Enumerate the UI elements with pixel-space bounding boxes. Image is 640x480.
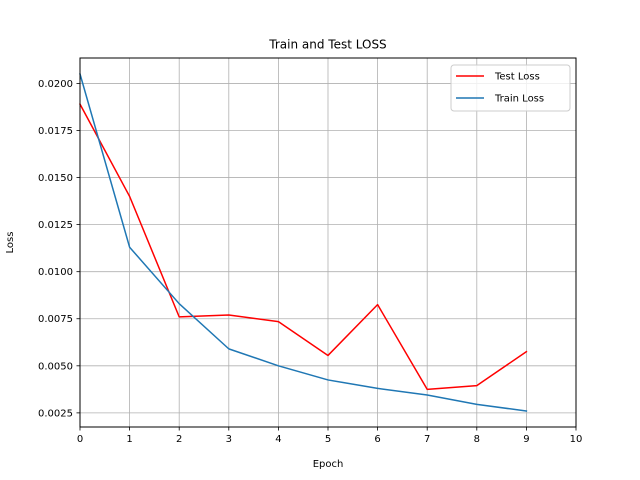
- chart-title: Train and Test LOSS: [268, 38, 386, 52]
- legend-label-train-loss: Train Loss: [494, 94, 544, 105]
- x-tick-label: 4: [275, 434, 281, 445]
- y-tick-label: 0.0075: [38, 314, 73, 325]
- x-tick-label: 3: [226, 434, 232, 445]
- series-line-train-loss: [79, 73, 528, 412]
- legend-label-test-loss: Test Loss: [494, 72, 540, 83]
- y-tick-label: 0.0150: [38, 173, 73, 184]
- x-tick-label: 1: [126, 434, 132, 445]
- x-tick-label: 2: [176, 434, 182, 445]
- x-axis: 0 1 2 3 4 5 6 7 8 9 10: [77, 427, 583, 445]
- x-tick-label: 6: [374, 434, 380, 445]
- series-line-test-loss: [78, 103, 528, 391]
- y-tick-label: 0.0100: [38, 267, 73, 278]
- y-tick-label: 0.0200: [38, 79, 73, 90]
- x-tick-label: 9: [523, 434, 529, 445]
- x-tick-label: 0: [77, 434, 83, 445]
- y-tick-label: 0.0175: [38, 126, 73, 137]
- y-axis-label: Loss: [5, 232, 16, 254]
- y-tick-label: 0.0025: [38, 408, 73, 419]
- y-axis: 0.0025 0.0050 0.0075 0.0100 0.0125 0.0150 0.01…: [38, 79, 80, 419]
- y-tick-label: 0.0050: [38, 361, 73, 372]
- y-tick-label: 0.0125: [38, 220, 73, 231]
- grid: [79, 58, 577, 427]
- x-tick-label: 7: [424, 434, 430, 445]
- x-tick-label: 8: [474, 434, 480, 445]
- legend: Test Loss Train Loss: [450, 64, 571, 112]
- x-tick-label: 5: [325, 434, 331, 445]
- x-tick-label: 10: [570, 434, 583, 445]
- series-layer: [78, 73, 528, 412]
- x-axis-label: Epoch: [313, 459, 344, 470]
